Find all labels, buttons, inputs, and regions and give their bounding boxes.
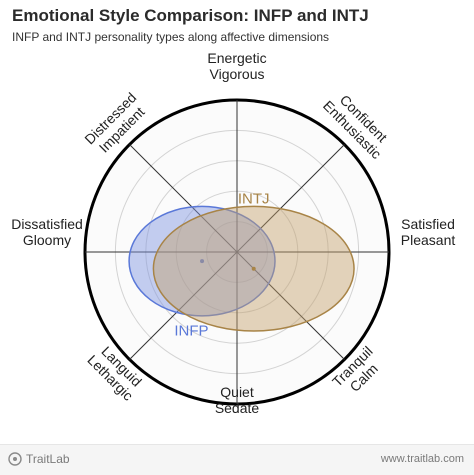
site-url[interactable]: www.traitlab.com <box>380 453 464 465</box>
brand[interactable]: TraitLab <box>8 452 70 466</box>
infp-center-point <box>200 259 205 264</box>
axis-label-line: Dissatisfied <box>11 216 83 232</box>
infp-series-label: INFP <box>174 323 208 340</box>
axis-label-line: Satisfied <box>401 216 455 232</box>
axis-label-line: Energetic <box>207 50 266 66</box>
brand-name: TraitLab <box>26 452 70 466</box>
chart-subtitle: INFP and INTJ personality types along af… <box>12 30 330 44</box>
intj-center-point <box>251 266 256 271</box>
axis-label-line: Quiet <box>220 384 254 400</box>
axis-label-line: Gloomy <box>23 232 71 248</box>
axis-label-line: Sedate <box>215 400 260 416</box>
grid-spokes <box>85 100 389 404</box>
footer: TraitLab www.traitlab.com <box>0 444 474 475</box>
chart-title: Emotional Style Comparison: INFP and INT… <box>12 6 369 25</box>
grid-spoke <box>129 144 345 360</box>
axis-label-line: Vigorous <box>209 66 264 82</box>
axis-label-line: Pleasant <box>401 232 456 248</box>
traitlab-logo-icon <box>8 452 22 466</box>
intj-series-label: INTJ <box>238 190 270 207</box>
type-ellipses: INFP INTJ <box>128 190 355 340</box>
